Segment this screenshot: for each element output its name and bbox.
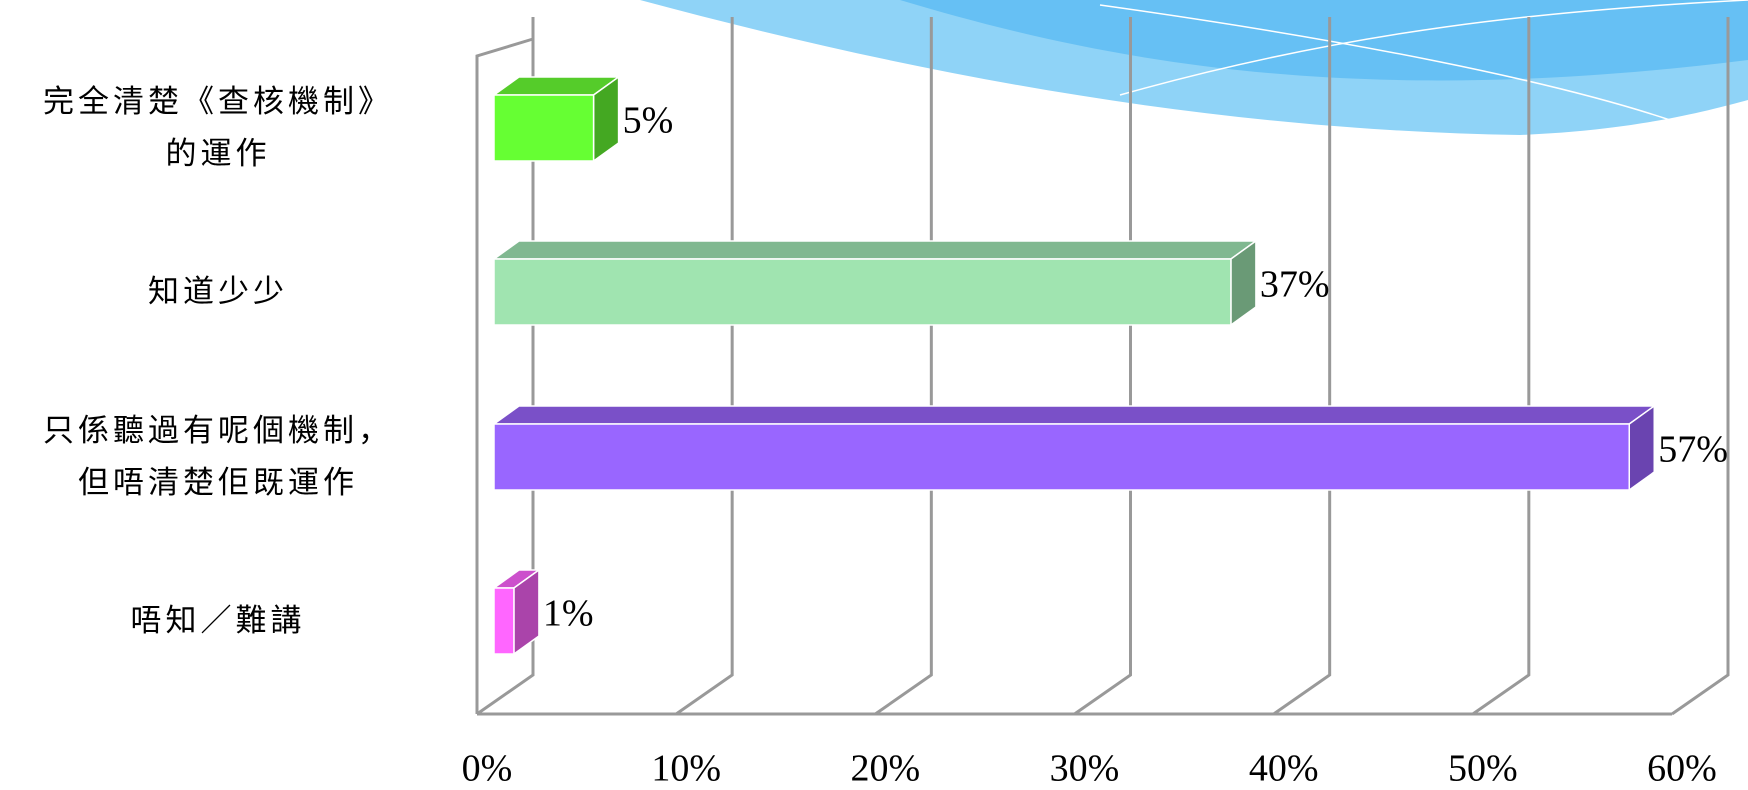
value-label: 37% bbox=[1260, 264, 1330, 306]
bar-top bbox=[491, 405, 1657, 425]
left-wall bbox=[475, 37, 534, 714]
bar bbox=[493, 94, 595, 162]
value-label: 1% bbox=[543, 593, 594, 635]
bar bbox=[493, 423, 1630, 491]
background-swoosh bbox=[640, 0, 1748, 135]
x-tick-label: 60% bbox=[1647, 748, 1717, 790]
grid-line bbox=[1671, 17, 1730, 716]
bar-top bbox=[491, 240, 1259, 260]
value-label: 5% bbox=[623, 100, 674, 142]
x-tick-label: 40% bbox=[1249, 748, 1319, 790]
category-label: 只係聽過有呢個機制， 但唔清楚佢既運作 bbox=[43, 413, 393, 501]
value-label: 57% bbox=[1658, 429, 1728, 471]
x-tick-label: 50% bbox=[1448, 748, 1518, 790]
category-label: 完全清楚《查核機制》 的運作 bbox=[43, 84, 393, 172]
x-tick-label: 10% bbox=[651, 748, 721, 790]
grid-line bbox=[476, 17, 535, 716]
category-label: 知道少少 bbox=[148, 274, 288, 310]
x-tick-label: 30% bbox=[1050, 748, 1120, 790]
bar bbox=[493, 258, 1232, 326]
grid-line bbox=[1073, 17, 1132, 716]
x-tick-label: 20% bbox=[851, 748, 921, 790]
grid-line bbox=[675, 17, 734, 716]
grid-line bbox=[1272, 17, 1332, 716]
grid-line bbox=[874, 17, 933, 716]
grid-line bbox=[1471, 17, 1531, 716]
category-label: 唔知／難講 bbox=[130, 603, 306, 639]
bar bbox=[493, 587, 515, 655]
x-tick-label: 0% bbox=[462, 748, 513, 790]
